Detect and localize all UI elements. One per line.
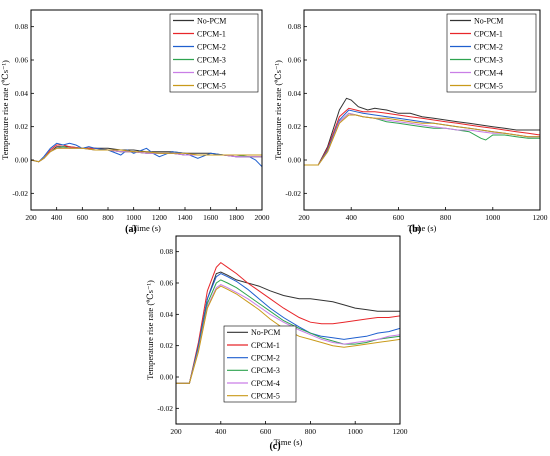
series-line-no-pcm [176, 271, 400, 384]
series-line-cpcm-3 [176, 279, 400, 384]
x-tick-label: 2000 [255, 213, 270, 222]
x-tick-label: 200 [25, 213, 37, 222]
y-tick-label: -0.02 [12, 189, 28, 198]
x-tick-label: 1600 [203, 213, 218, 222]
x-tick-label: 1000 [348, 427, 363, 436]
x-tick-label: 400 [51, 213, 63, 222]
x-tick-label: 1400 [178, 213, 193, 222]
legend-label: CPCM-4 [251, 379, 280, 388]
y-tick-label: 0.08 [288, 22, 301, 31]
y-tick-label: 0.02 [160, 341, 173, 350]
y-tick-label: -0.02 [285, 189, 301, 198]
series-line-cpcm-1 [176, 261, 400, 384]
x-tick-label: 800 [440, 213, 452, 222]
legend-label: CPCM-3 [197, 55, 226, 64]
legend-label: CPCM-4 [197, 68, 226, 77]
x-tick-label: 400 [346, 213, 358, 222]
legend-label: CPCM-2 [251, 353, 280, 362]
plot-frame [30, 9, 263, 211]
x-tick-label: 400 [215, 427, 227, 436]
series-line-cpcm-1 [304, 107, 540, 166]
x-tick-label: 800 [305, 427, 317, 436]
x-tick-label: 1000 [485, 213, 500, 222]
y-tick-label: 0.00 [160, 373, 173, 382]
legend-label: CPCM-3 [474, 55, 503, 64]
y-tick-label: 0.04 [288, 89, 301, 98]
x-tick-label: 1200 [152, 213, 167, 222]
y-tick-label: -0.02 [157, 404, 173, 413]
x-tick-label: 600 [260, 427, 272, 436]
plot-frame [303, 9, 541, 211]
legend-box [169, 13, 259, 93]
series-line-cpcm-5 [176, 285, 400, 384]
x-tick-label: 600 [393, 213, 405, 222]
series-line-cpcm-4 [176, 284, 400, 384]
y-tick-label: 0.06 [15, 56, 28, 65]
y-tick-label: 0.08 [15, 22, 28, 31]
x-axis-label: Time (s) [132, 223, 161, 233]
legend-label: CPCM-1 [197, 29, 226, 38]
y-axis-label: Temperature rise rate (℃s⁻¹) [145, 280, 155, 380]
y-tick-label: 0.02 [15, 122, 28, 131]
series-line-cpcm-5 [31, 147, 262, 163]
legend-label: CPCM-5 [197, 81, 226, 90]
legend-label: No-PCM [251, 328, 280, 337]
legend-label: CPCM-2 [474, 42, 503, 51]
series-line-no-pcm [304, 97, 540, 166]
legend-label: No-PCM [197, 16, 226, 25]
y-tick-label: 0.08 [160, 247, 173, 256]
y-axis-label: Temperature rise rate (℃s⁻¹) [273, 60, 283, 160]
series-line-no-pcm [31, 146, 262, 163]
chart-panel-3: 200 400 600 800 1000 1200 -0.02 0.00 0.02 0.04 0.0… [145, 235, 408, 452]
x-tick-label: 600 [77, 213, 89, 222]
legend-box [223, 325, 297, 403]
legend-label: CPCM-2 [197, 42, 226, 51]
series-line-cpcm-2 [31, 142, 262, 168]
y-tick-label: 0.00 [288, 156, 301, 165]
x-tick-label: 200 [298, 213, 310, 222]
y-tick-label: 0.04 [160, 310, 173, 319]
chart-panel-2: 200 400 600 800 1000 1200 -0.02 0.00 0.02 0.04 0.0… [273, 9, 548, 235]
x-tick-label: 1200 [533, 213, 548, 222]
chart-panel-1: 200 400 600 800 1000 1200 1400 1600 1800 2000 -0.0… [0, 9, 270, 235]
y-tick-label: 0.06 [288, 56, 301, 65]
x-tick-label: 1200 [393, 427, 408, 436]
x-tick-label: 1800 [229, 213, 244, 222]
y-tick-label: 0.06 [160, 279, 173, 288]
x-tick-label: 800 [102, 213, 114, 222]
legend-label: CPCM-4 [474, 68, 503, 77]
legend-label: CPCM-1 [474, 29, 503, 38]
y-axis-label: Temperature rise rate (℃s⁻¹) [0, 60, 10, 160]
plot-frame [175, 235, 401, 425]
series-line-cpcm-3 [31, 146, 262, 163]
legend-label: CPCM-1 [251, 341, 280, 350]
y-tick-label: 0.00 [15, 156, 28, 165]
panel-label: (c) [269, 441, 280, 452]
legend-label: CPCM-5 [474, 81, 503, 90]
legend-label: No-PCM [474, 16, 503, 25]
y-tick-label: 0.02 [288, 122, 301, 131]
x-tick-label: 200 [170, 427, 182, 436]
panel-label: (b) [409, 224, 421, 235]
x-axis-label: Time (s) [408, 223, 437, 233]
legend-label: CPCM-3 [251, 366, 280, 375]
panel-label: (a) [125, 224, 137, 235]
y-tick-label: 0.04 [15, 89, 28, 98]
series-line-cpcm-2 [176, 273, 400, 384]
x-tick-label: 1000 [126, 213, 141, 222]
series-line-cpcm-5 [304, 114, 540, 166]
legend-label: CPCM-5 [251, 391, 280, 400]
legend-box [446, 13, 537, 93]
series-line-cpcm-4 [304, 112, 540, 166]
x-axis-label: Time (s) [274, 437, 303, 447]
